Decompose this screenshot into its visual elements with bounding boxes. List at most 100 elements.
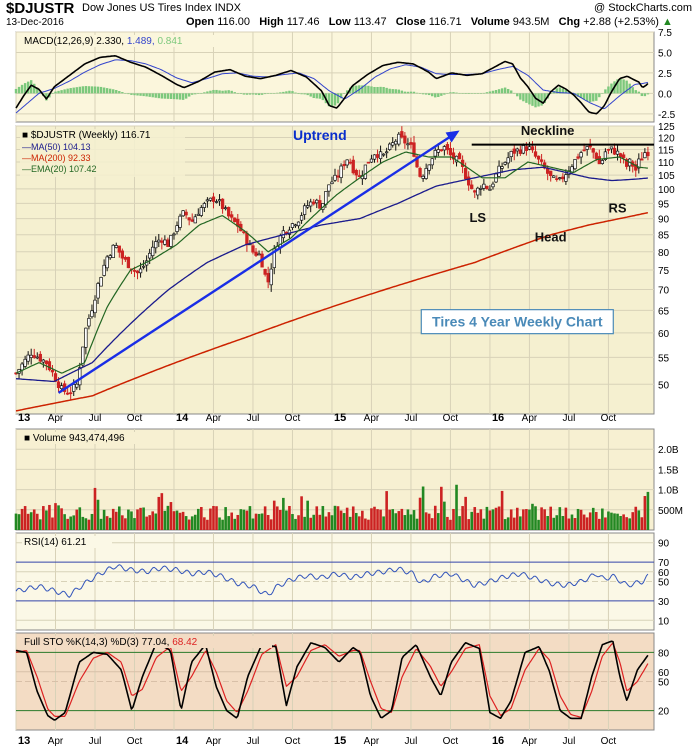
macd-histogram-bar (300, 93, 303, 95)
volume-bar (309, 517, 312, 530)
volume-bar (385, 491, 388, 530)
price-candle-body (585, 146, 589, 150)
volume-bar (598, 518, 601, 530)
volume-bar (327, 512, 331, 530)
volume-bar (339, 510, 343, 530)
volume-bar (294, 518, 297, 530)
volume-bar (312, 514, 316, 530)
price-candle-body (169, 234, 173, 247)
price-candle-body (299, 215, 304, 221)
volume-bar (412, 510, 416, 530)
price-candle-body (597, 156, 601, 165)
price-candle-body (23, 358, 27, 367)
price-candle-body (126, 256, 131, 269)
volume-bar (184, 516, 188, 530)
volume-bar (482, 518, 486, 530)
macd-histogram-bar (333, 93, 337, 106)
volume-bar (506, 517, 510, 530)
macd-histogram-bar (72, 87, 75, 94)
volume-bar (117, 506, 121, 530)
macd-histogram-bar (309, 93, 312, 97)
date-axis-label: 15 (334, 412, 346, 424)
volume-bar (473, 507, 477, 530)
volume-bar (361, 510, 364, 530)
macd-histogram-bar (458, 93, 461, 94)
volume-bar (564, 507, 568, 530)
macd-histogram-bar (239, 93, 243, 94)
volume-bar (181, 511, 185, 530)
date-axis-label: 16 (492, 412, 504, 424)
price-candle-body (500, 166, 504, 169)
macd-histogram-bar (66, 88, 69, 94)
macd-histogram-bar (500, 88, 504, 94)
volume-bar (303, 516, 306, 530)
volume-bar (376, 509, 379, 530)
macd-ytick-label: 2.5 (658, 69, 672, 80)
price-ytick-label: 50 (658, 380, 670, 391)
volume-bar (160, 493, 164, 530)
macd-histogram-bar (506, 88, 510, 94)
macd-histogram-bar (564, 89, 568, 94)
price-title: ■ $DJUSTR (Weekly) 116.71 (22, 130, 151, 141)
uptrend-line (57, 133, 455, 394)
price-candle-body (187, 217, 191, 221)
price-candle-body (424, 168, 428, 179)
macd-histogram-bar (206, 91, 209, 94)
ma200-line (15, 211, 649, 412)
macd-histogram-bar (361, 85, 364, 94)
macd-histogram-bar (81, 86, 85, 94)
volume-bar (78, 507, 82, 530)
macd-histogram-bar (595, 93, 598, 101)
volume-bar (497, 506, 501, 530)
macd-histogram-bar (391, 89, 394, 94)
volume-bar (69, 516, 72, 530)
price-candle-body (132, 270, 137, 272)
price-candle-body (342, 164, 346, 167)
price-candle-body (436, 149, 440, 153)
macd-histogram-bar (403, 91, 407, 94)
date-axis-label: Jul (405, 413, 418, 424)
macd-histogram-bar (57, 90, 60, 94)
price-candle-body (406, 143, 410, 146)
macd-histogram-bar (510, 90, 513, 94)
volume-bar (275, 506, 279, 530)
price-candle-body (418, 168, 422, 177)
price-candle-body (266, 273, 270, 283)
price-ytick-label: 70 (658, 285, 670, 296)
price-candle-body (485, 185, 489, 189)
macd-histogram-bar (209, 90, 212, 94)
macd-histogram-bar (139, 93, 142, 96)
volume-bar (35, 513, 39, 530)
volume-bar (279, 509, 282, 530)
macd-histogram-bar (279, 92, 282, 94)
price-candle-body (515, 148, 519, 152)
macd-histogram-bar (494, 90, 498, 94)
volume-bar (540, 507, 543, 530)
volume-bar (500, 490, 504, 530)
volume-bar (348, 516, 352, 530)
volume-bar (133, 518, 136, 530)
volume-bar (178, 512, 182, 530)
rsi-title: RSI(14) 61.21 (24, 537, 87, 548)
macd-histogram-bar (528, 93, 531, 105)
price-candle-body (643, 152, 647, 159)
stochastic-title: Full STO %K(14,3) %D(3) 77.04, 68.42 (24, 637, 198, 648)
price-candle-body (199, 207, 203, 216)
volume-bar (543, 509, 546, 530)
volume-ytick-label: 1.0B (658, 486, 679, 497)
volume-bar (576, 508, 580, 530)
volume-bar (245, 510, 249, 530)
price-candle-body (32, 355, 36, 358)
sto-ytick-label: 80 (658, 648, 670, 659)
price-candle-body (50, 369, 55, 373)
macd-histogram-bar (75, 87, 78, 94)
macd-histogram-bar (355, 85, 358, 94)
date-axis-label: Oct (601, 736, 617, 747)
volume-bar (558, 507, 562, 530)
macd-histogram-bar (51, 93, 54, 94)
macd-histogram-bar (102, 87, 106, 94)
macd-histogram-bar (242, 93, 246, 95)
price-candle-body (20, 363, 24, 371)
price-candle-body (75, 383, 79, 388)
macd-histogram-bar (127, 93, 130, 95)
